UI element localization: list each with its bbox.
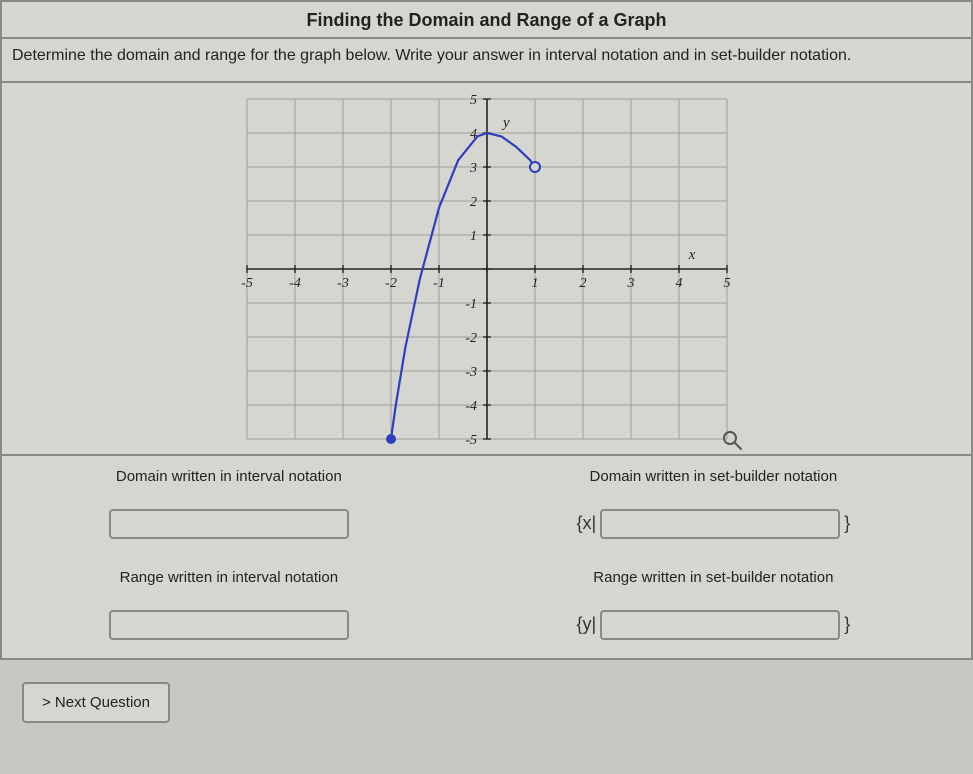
domain-setbuilder-cell: {x| } bbox=[456, 497, 972, 557]
svg-text:-1: -1 bbox=[433, 276, 445, 291]
close-brace-y: } bbox=[844, 614, 850, 635]
range-setbuilder-cell: {y| } bbox=[456, 598, 972, 659]
x-prefix: {x| bbox=[577, 513, 597, 534]
graph-cell: -5-4-3-2-112345-5-4-3-2-112345xy bbox=[1, 82, 972, 455]
next-question-button[interactable]: > Next Question bbox=[22, 682, 170, 723]
svg-text:2: 2 bbox=[470, 195, 477, 210]
svg-text:-2: -2 bbox=[465, 331, 477, 346]
svg-text:3: 3 bbox=[626, 276, 634, 291]
svg-text:x: x bbox=[687, 247, 695, 263]
svg-text:2: 2 bbox=[579, 276, 586, 291]
svg-text:-1: -1 bbox=[465, 297, 477, 312]
svg-text:-3: -3 bbox=[337, 276, 349, 291]
page-title: Finding the Domain and Range of a Graph bbox=[1, 1, 972, 38]
svg-text:1: 1 bbox=[470, 229, 477, 244]
range-interval-label: Range written in interval notation bbox=[1, 557, 456, 598]
range-interval-cell bbox=[1, 598, 456, 659]
svg-text:5: 5 bbox=[470, 93, 477, 108]
instructions-text: Determine the domain and range for the g… bbox=[1, 38, 972, 82]
svg-text:-4: -4 bbox=[465, 399, 477, 414]
range-setbuilder-label: Range written in set-builder notation bbox=[456, 557, 972, 598]
svg-text:3: 3 bbox=[469, 161, 477, 176]
domain-interval-cell bbox=[1, 497, 456, 557]
svg-text:1: 1 bbox=[531, 276, 538, 291]
problem-table: Finding the Domain and Range of a Graph … bbox=[0, 0, 973, 660]
svg-text:-5: -5 bbox=[241, 276, 253, 291]
function-graph: -5-4-3-2-112345-5-4-3-2-112345xy bbox=[237, 89, 737, 449]
magnify-icon[interactable] bbox=[721, 429, 743, 456]
domain-interval-input[interactable] bbox=[109, 509, 349, 539]
svg-text:-4: -4 bbox=[289, 276, 301, 291]
domain-setbuilder-input[interactable] bbox=[600, 509, 840, 539]
svg-text:4: 4 bbox=[675, 276, 682, 291]
domain-setbuilder-label: Domain written in set-builder notation bbox=[456, 455, 972, 497]
range-setbuilder-input[interactable] bbox=[600, 610, 840, 640]
svg-text:-5: -5 bbox=[465, 433, 477, 448]
svg-text:5: 5 bbox=[723, 276, 730, 291]
close-brace-x: } bbox=[844, 513, 850, 534]
svg-text:-2: -2 bbox=[385, 276, 397, 291]
svg-text:y: y bbox=[501, 114, 510, 130]
graph-wrap: -5-4-3-2-112345-5-4-3-2-112345xy bbox=[237, 89, 737, 454]
svg-text:-3: -3 bbox=[465, 365, 477, 380]
y-prefix: {y| bbox=[577, 614, 597, 635]
range-interval-input[interactable] bbox=[109, 610, 349, 640]
domain-interval-label: Domain written in interval notation bbox=[1, 455, 456, 497]
